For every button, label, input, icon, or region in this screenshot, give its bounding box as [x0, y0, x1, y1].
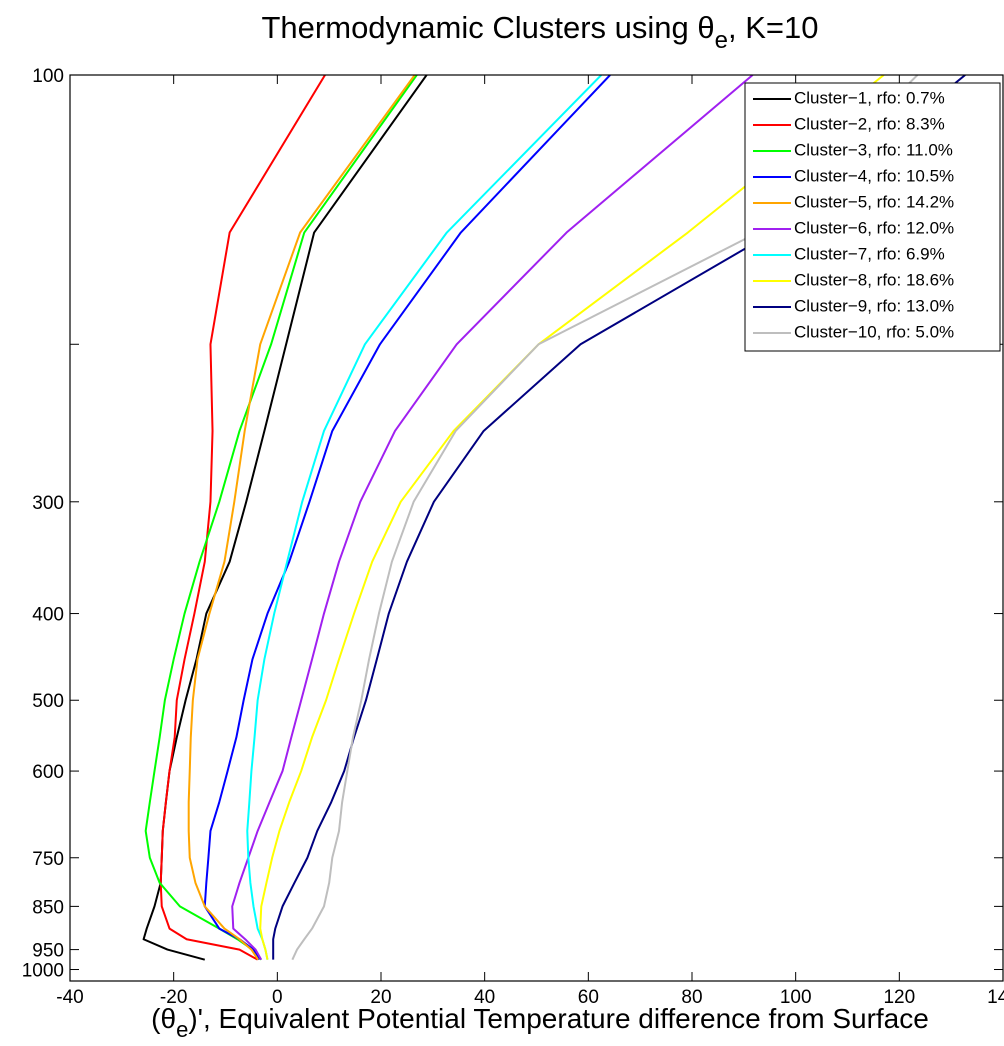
x-tick-label: 20 — [370, 987, 391, 1008]
series-line — [144, 75, 418, 961]
x-tick-label: 0 — [272, 987, 283, 1008]
series-line — [142, 75, 428, 961]
x-tick-label: -40 — [56, 987, 83, 1008]
xlabel-subscript: e — [176, 1017, 188, 1041]
y-tick-label: 1000 — [22, 961, 64, 982]
series-line — [272, 75, 966, 960]
x-tick-label: 40 — [474, 987, 495, 1008]
y-tick-label: 300 — [32, 493, 64, 514]
legend-label: Cluster−6, rfo: 12.0% — [794, 218, 954, 237]
legend-label: Cluster−2, rfo: 8.3% — [794, 114, 945, 133]
xlabel-rest: )', Equivalent Potential Temperature dif… — [188, 1003, 928, 1034]
legend-label: Cluster−1, rfo: 0.7% — [794, 88, 945, 107]
x-tick-label: 120 — [883, 987, 915, 1008]
x-tick-label: 60 — [578, 987, 599, 1008]
legend-label: Cluster−7, rfo: 6.9% — [794, 244, 945, 263]
x-axis-label: (θe)', Equivalent Potential Temperature … — [151, 1003, 929, 1041]
series-line — [203, 75, 611, 961]
legend-label: Cluster−3, rfo: 11.0% — [794, 140, 953, 159]
series-line — [291, 75, 919, 961]
legend-label: Cluster−10, rfo: 5.0% — [794, 322, 954, 341]
series-line — [187, 75, 416, 961]
x-tick-label: 100 — [780, 987, 812, 1008]
x-tick-label: 80 — [681, 987, 702, 1008]
lines — [142, 75, 966, 961]
legend-label: Cluster−4, rfo: 10.5% — [794, 166, 954, 185]
y-tick-label: 750 — [32, 849, 64, 870]
series-line — [231, 75, 754, 961]
series-line — [159, 75, 326, 961]
title-rest: , K=10 — [728, 10, 819, 45]
title-main: Thermodynamic Clusters using θ — [262, 10, 715, 45]
legend-label: Cluster−5, rfo: 14.2% — [794, 192, 954, 211]
x-tick-label: -20 — [160, 987, 187, 1008]
xlabel-main: (θ — [151, 1003, 176, 1034]
y-tick-label: 100 — [32, 66, 64, 87]
y-tick-label: 950 — [32, 941, 64, 962]
y-tick-label: 500 — [32, 691, 64, 712]
series-line — [246, 75, 603, 960]
y-tick-label: 600 — [32, 762, 64, 783]
axes-frame — [69, 74, 1004, 982]
y-tick-label: 400 — [32, 605, 64, 626]
title-subscript: e — [715, 27, 728, 54]
x-tick-label: 140 — [987, 987, 1004, 1008]
series-line — [259, 75, 885, 960]
legend-label: Cluster−9, rfo: 13.0% — [794, 296, 954, 315]
y-tick-label: 850 — [32, 897, 64, 918]
chart-title: Thermodynamic Clusters using θe, K=10 — [262, 10, 819, 54]
legend-label: Cluster−8, rfo: 18.6% — [794, 270, 954, 289]
